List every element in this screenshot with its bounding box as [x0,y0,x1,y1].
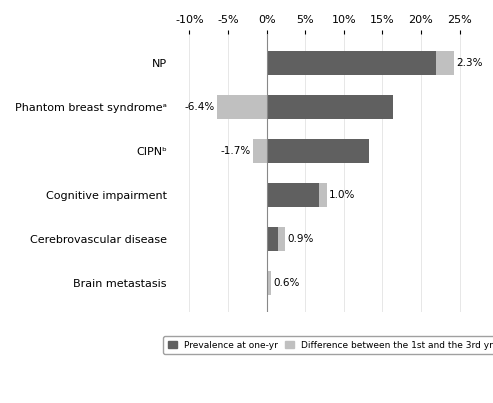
Bar [267,183,319,207]
Bar [267,50,436,75]
Bar [267,139,369,163]
Bar [267,227,278,251]
Text: -6.4%: -6.4% [184,102,215,112]
Bar [278,227,285,251]
Text: 1.0%: 1.0% [329,190,355,200]
Bar [267,95,393,119]
Text: 0.6%: 0.6% [274,278,300,288]
Bar [253,139,267,163]
Bar [436,50,454,75]
Text: 0.9%: 0.9% [287,234,314,244]
Legend: Prevalence at one-yr, Difference between the 1st and the 3rd yr: Prevalence at one-yr, Difference between… [163,336,493,354]
Text: -1.7%: -1.7% [221,146,251,156]
Bar [319,183,327,207]
Bar [217,95,267,119]
Bar [267,271,271,295]
Text: 2.3%: 2.3% [457,58,483,68]
